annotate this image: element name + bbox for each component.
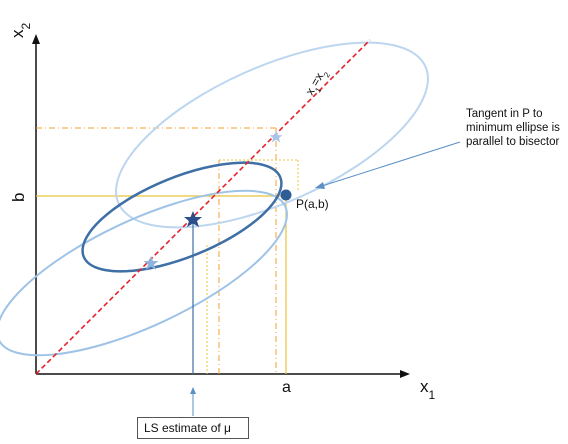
ellipse-minimum (81, 161, 283, 273)
x-axis-label: x1 (420, 377, 436, 402)
bisector-label: x1=x2 (302, 66, 331, 99)
y-axis-label: x2 (8, 23, 33, 39)
lower-ellipse-star (143, 256, 159, 270)
ellipse-upper (115, 41, 429, 229)
y-axis-arrow (32, 34, 40, 44)
ellipse-lower (0, 189, 288, 357)
a-label: a (282, 379, 291, 396)
bisector-line (35, 39, 371, 375)
ls-estimate-star (184, 211, 202, 227)
upper-ellipse-star (269, 131, 283, 143)
ls-pointer-arrow (190, 387, 196, 394)
point-p (280, 189, 292, 201)
tangent-pointer-line (321, 141, 461, 187)
point-p-label: P(a,b) (296, 197, 329, 211)
b-label: b (9, 193, 28, 202)
ls-estimate-box: LS estimate of μ (137, 417, 249, 439)
tangent-note: Tangent in P to minimum ellipse is paral… (466, 108, 560, 148)
tangent-pointer-arrow (315, 182, 325, 189)
x-axis-arrow (400, 370, 410, 378)
